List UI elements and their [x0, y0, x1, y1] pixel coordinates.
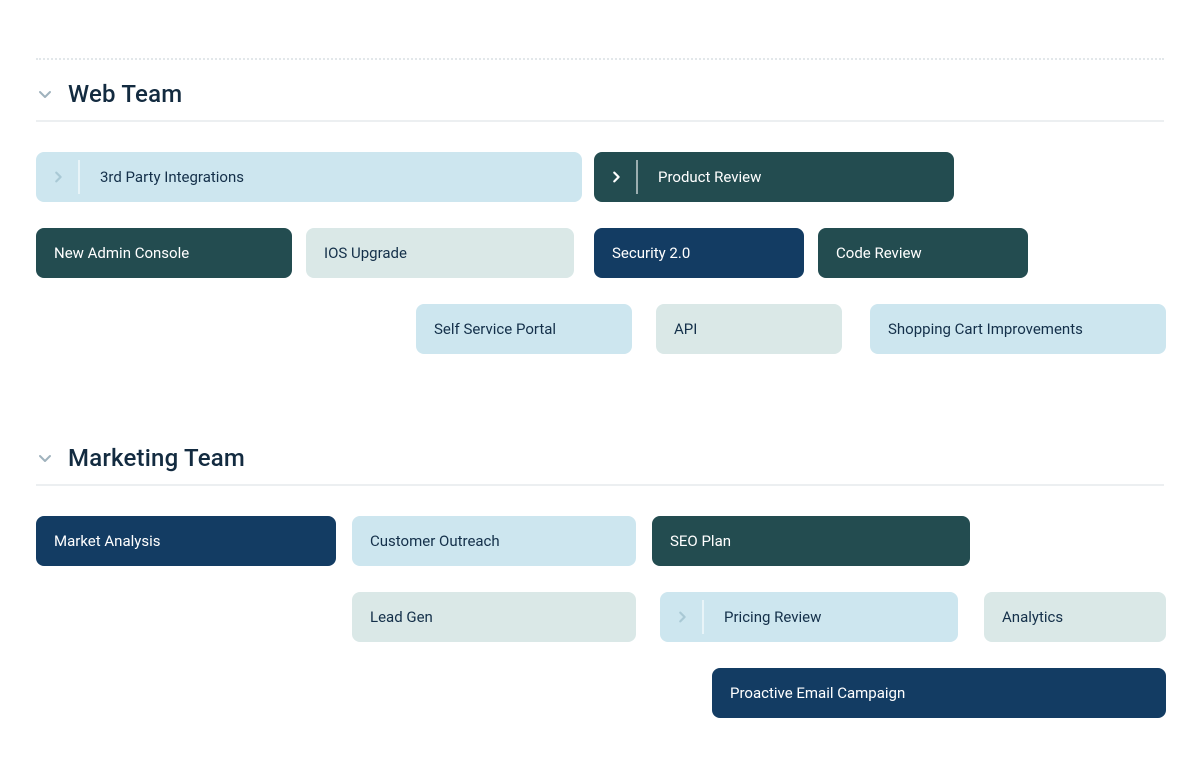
roadmap-card-analytics[interactable]: Analytics — [984, 592, 1166, 642]
roadmap-card-api[interactable]: API — [656, 304, 842, 354]
card-expand-handle[interactable] — [36, 152, 80, 202]
card-label: Proactive Email Campaign — [730, 684, 905, 702]
card-label: Customer Outreach — [370, 532, 500, 550]
card-label: Security 2.0 — [612, 244, 690, 262]
roadmap-card-lead-gen[interactable]: Lead Gen — [352, 592, 636, 642]
card-label: IOS Upgrade — [324, 244, 407, 262]
card-label: Self Service Portal — [434, 320, 556, 338]
card-label: Pricing Review — [704, 608, 821, 626]
card-label: SEO Plan — [670, 532, 731, 550]
roadmap-card-proactive-email-campaign[interactable]: Proactive Email Campaign — [712, 668, 1166, 718]
roadmap-card-ios-upgrade[interactable]: IOS Upgrade — [306, 228, 574, 278]
roadmap-card-product-review[interactable]: Product Review — [594, 152, 954, 202]
divider-solid — [36, 120, 1164, 122]
roadmap-card-shopping-cart-improvements[interactable]: Shopping Cart Improvements — [870, 304, 1166, 354]
card-label: Code Review — [836, 244, 922, 262]
card-label: Product Review — [638, 168, 761, 186]
section-header-marketing-team: Marketing Team — [36, 436, 1164, 480]
roadmap-card-code-review[interactable]: Code Review — [818, 228, 1028, 278]
divider-dotted — [36, 58, 1164, 60]
card-label: New Admin Console — [54, 244, 189, 262]
card-label: API — [674, 320, 697, 338]
card-label: Lead Gen — [370, 608, 433, 626]
card-label: Market Analysis — [54, 532, 160, 550]
roadmap-card-security-2-0[interactable]: Security 2.0 — [594, 228, 804, 278]
section-header-web-team: Web Team — [36, 72, 1164, 116]
card-expand-handle[interactable] — [660, 592, 704, 642]
roadmap-card-self-service-portal[interactable]: Self Service Portal — [416, 304, 632, 354]
roadmap-card-pricing-review[interactable]: Pricing Review — [660, 592, 958, 642]
roadmap-card-market-analysis[interactable]: Market Analysis — [36, 516, 336, 566]
card-label: Shopping Cart Improvements — [888, 320, 1083, 338]
section-title: Marketing Team — [68, 444, 245, 472]
collapse-toggle-icon[interactable] — [36, 85, 54, 103]
card-label: 3rd Party Integrations — [80, 168, 244, 186]
roadmap-card-new-admin-console[interactable]: New Admin Console — [36, 228, 292, 278]
section-title: Web Team — [68, 80, 182, 108]
roadmap-card-customer-outreach[interactable]: Customer Outreach — [352, 516, 636, 566]
card-expand-handle[interactable] — [594, 152, 638, 202]
roadmap-card-seo-plan[interactable]: SEO Plan — [652, 516, 970, 566]
card-label: Analytics — [1002, 608, 1063, 626]
roadmap-card-3rd-party-integrations[interactable]: 3rd Party Integrations — [36, 152, 582, 202]
collapse-toggle-icon[interactable] — [36, 449, 54, 467]
roadmap-canvas: Web Team 3rd Party Integrations Product Re… — [0, 0, 1200, 780]
divider-solid — [36, 484, 1164, 486]
